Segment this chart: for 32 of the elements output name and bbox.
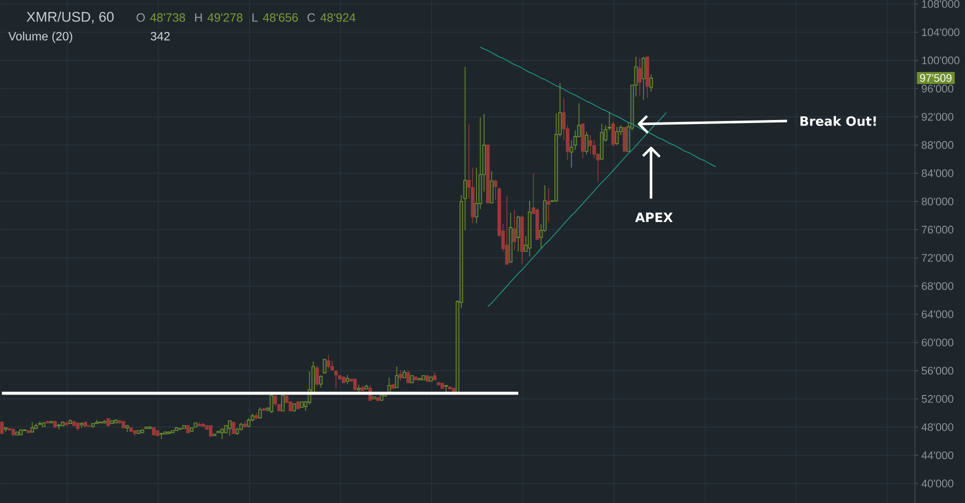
annotation: H <box>195 13 202 22</box>
y-tick-label: 104'000 <box>922 28 960 36</box>
y-tick-label: 48'000 <box>922 423 954 431</box>
annotation: L <box>252 13 258 22</box>
y-tick-label: 68'000 <box>922 282 954 290</box>
y-tick-label: 100'000 <box>922 56 960 64</box>
y-tick-label: 64'000 <box>922 310 954 318</box>
annotation: C <box>308 13 316 22</box>
y-tick-label: 72'000 <box>922 254 954 262</box>
y-tick-label: 84'000 <box>922 169 954 178</box>
text: XMR/USD, 60 <box>26 12 114 24</box>
y-tick-label: 80'000 <box>922 198 954 206</box>
y-tick-label: 52'000 <box>922 395 954 403</box>
annotation: APEX <box>635 212 673 222</box>
annotation: 49'278 <box>208 13 242 22</box>
annotation: 48'738 <box>150 13 186 22</box>
annotation: Volume (20) <box>8 32 72 43</box>
y-tick-label: 96'000 <box>922 84 954 92</box>
annotation: O <box>136 13 145 22</box>
annotation: 97'509 <box>920 74 952 82</box>
y-tick-label: 60'000 <box>922 338 954 346</box>
annotation: 48'924 <box>320 13 356 22</box>
annotation: 48'656 <box>262 13 298 22</box>
y-tick-label: 88'000 <box>922 141 954 149</box>
y-tick-label: 76'000 <box>922 226 954 234</box>
y-tick-label: 40'000 <box>922 480 954 488</box>
y-tick-label: 108'000 <box>922 0 960 8</box>
y-tick-label: 92'000 <box>922 112 954 121</box>
annotation: Break Out! <box>800 116 876 126</box>
y-tick-label: 56'000 <box>922 366 954 375</box>
annotation: 342 <box>150 32 170 40</box>
y-tick-label: 44'000 <box>922 451 954 460</box>
